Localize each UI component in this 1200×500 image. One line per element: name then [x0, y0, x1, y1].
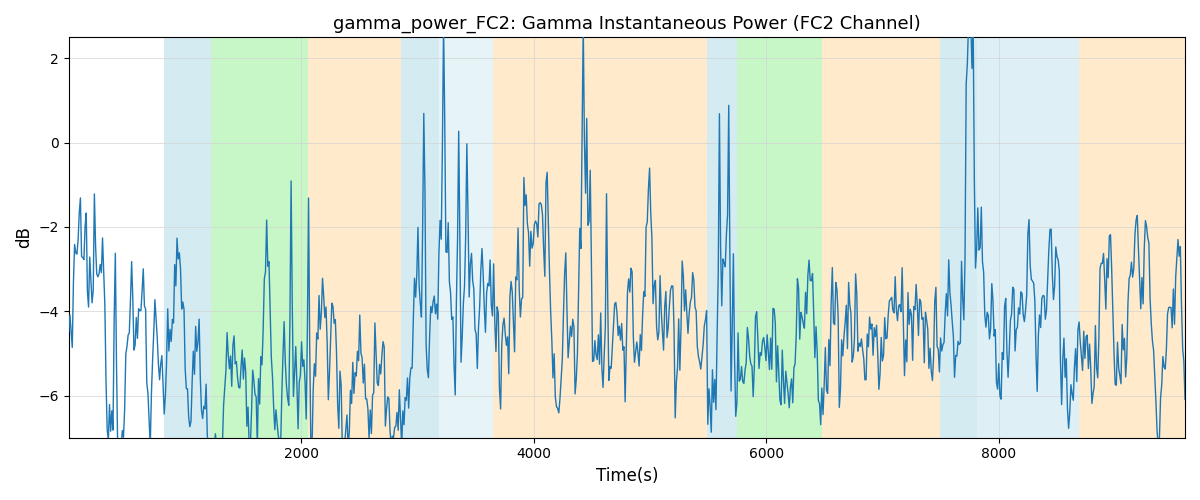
Bar [438, 38, 493, 438]
Bar [737, 38, 822, 438]
Y-axis label: dB: dB [16, 226, 34, 248]
Bar [493, 38, 707, 438]
Bar [308, 38, 401, 438]
Bar [401, 38, 438, 438]
Bar [822, 38, 940, 438]
Bar [1079, 38, 1186, 438]
X-axis label: Time(s): Time(s) [595, 467, 658, 485]
Bar [707, 38, 737, 438]
Bar [211, 38, 308, 438]
Bar [164, 38, 211, 438]
Title: gamma_power_FC2: Gamma Instantaneous Power (FC2 Channel): gamma_power_FC2: Gamma Instantaneous Pow… [334, 15, 920, 34]
Bar [977, 38, 1079, 438]
Bar [940, 38, 977, 438]
